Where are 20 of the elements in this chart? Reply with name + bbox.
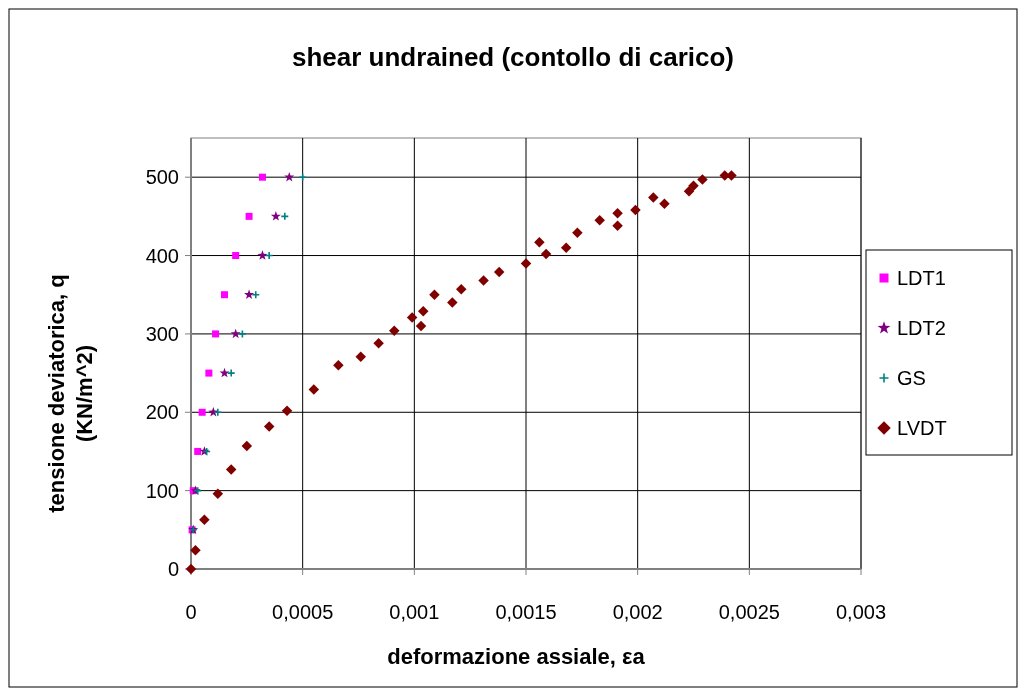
y-tick-label: 200 <box>145 401 179 424</box>
x-tick-label: 0,0025 <box>718 601 780 623</box>
x-tick-label: 0 <box>185 601 197 623</box>
y-tick-label: 300 <box>145 322 179 345</box>
x-tick-label: 0,0015 <box>495 601 557 623</box>
chart-title: shear undrained (contollo di carico) <box>291 42 735 72</box>
x-tick-label: 0,001 <box>389 601 440 623</box>
legend-label: LVDT <box>897 417 947 439</box>
y-tick-label: 500 <box>145 166 179 189</box>
y-tick-label: 100 <box>145 479 179 502</box>
x-axis-title: deformazione assiale, εa <box>387 644 646 669</box>
y-tick-label: 400 <box>145 244 179 267</box>
legend-label: LDT2 <box>897 317 946 339</box>
y-tick-label: 0 <box>167 558 179 580</box>
y-axis-title: tensione deviatorica, q (KN/m^2) <box>44 274 97 513</box>
legend-label: GS <box>897 367 926 389</box>
legend-label: LDT1 <box>897 267 946 289</box>
x-tick-label: 0,0005 <box>272 601 334 623</box>
x-tick-label: 0,002 <box>612 601 663 623</box>
x-tick-label: 0,003 <box>835 601 887 623</box>
